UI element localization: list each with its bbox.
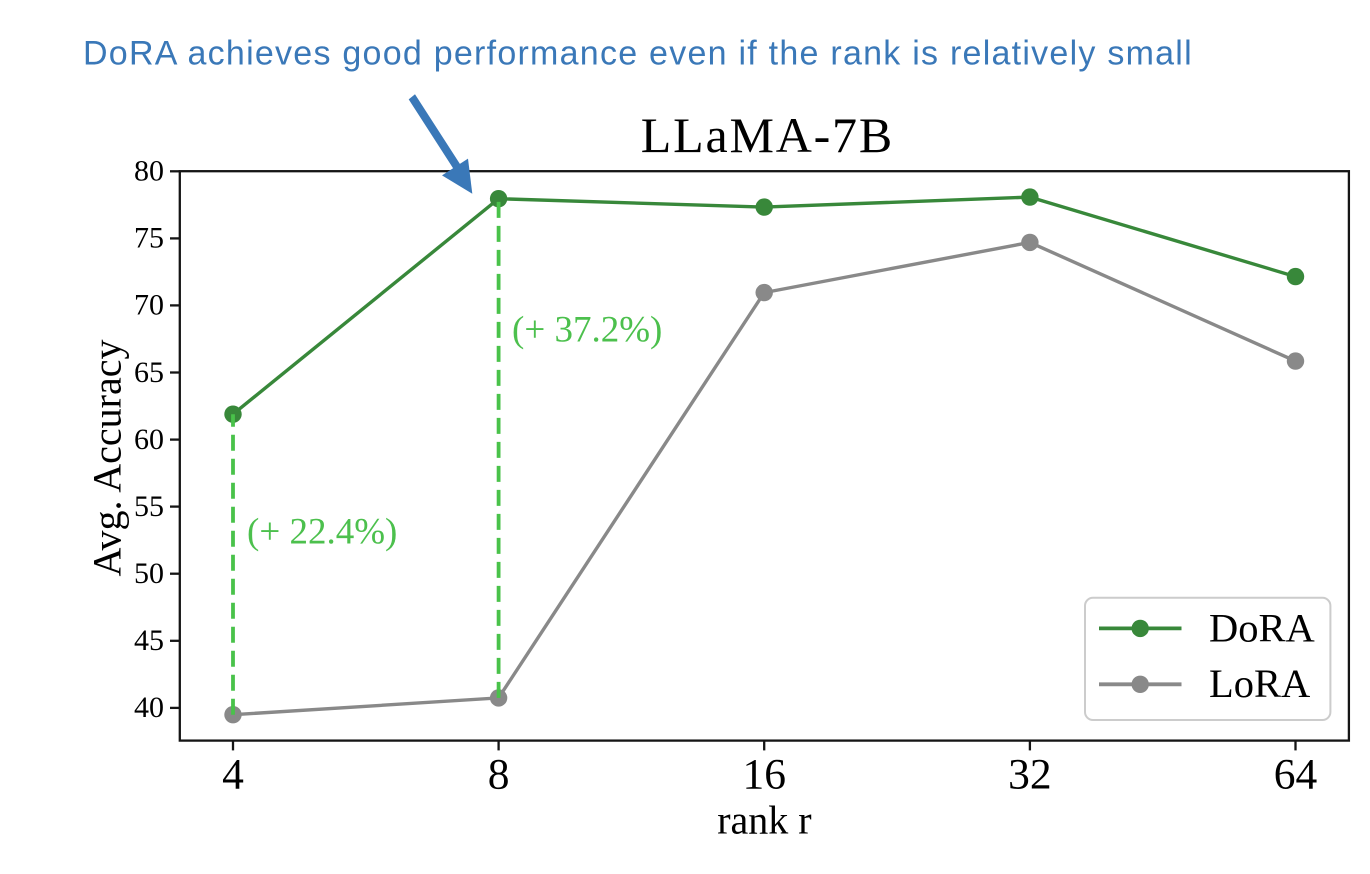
- svg-text:64: 64: [1274, 750, 1318, 798]
- svg-text:55: 55: [134, 490, 164, 523]
- svg-text:(+ 37.2%): (+ 37.2%): [512, 310, 662, 351]
- svg-text:4: 4: [222, 750, 244, 798]
- svg-text:rank r: rank r: [717, 798, 811, 843]
- svg-text:45: 45: [134, 624, 164, 657]
- svg-text:Avg. Accuracy: Avg. Accuracy: [85, 340, 130, 577]
- svg-text:70: 70: [134, 289, 164, 322]
- svg-text:DoRA achieves good performance: DoRA achieves good performance even if t…: [83, 35, 1193, 73]
- svg-text:8: 8: [488, 750, 510, 798]
- svg-text:LoRA: LoRA: [1209, 661, 1310, 706]
- svg-text:65: 65: [134, 356, 164, 389]
- svg-text:32: 32: [1008, 750, 1052, 798]
- svg-text:50: 50: [134, 557, 164, 590]
- svg-text:(+ 22.4%): (+ 22.4%): [247, 512, 397, 553]
- svg-text:40: 40: [134, 691, 164, 724]
- svg-text:60: 60: [134, 423, 164, 456]
- svg-text:80: 80: [134, 155, 164, 188]
- svg-text:16: 16: [742, 750, 786, 798]
- svg-text:DoRA: DoRA: [1209, 605, 1315, 650]
- svg-text:LLaMA-7B: LLaMA-7B: [641, 107, 894, 163]
- svg-text:75: 75: [134, 222, 164, 255]
